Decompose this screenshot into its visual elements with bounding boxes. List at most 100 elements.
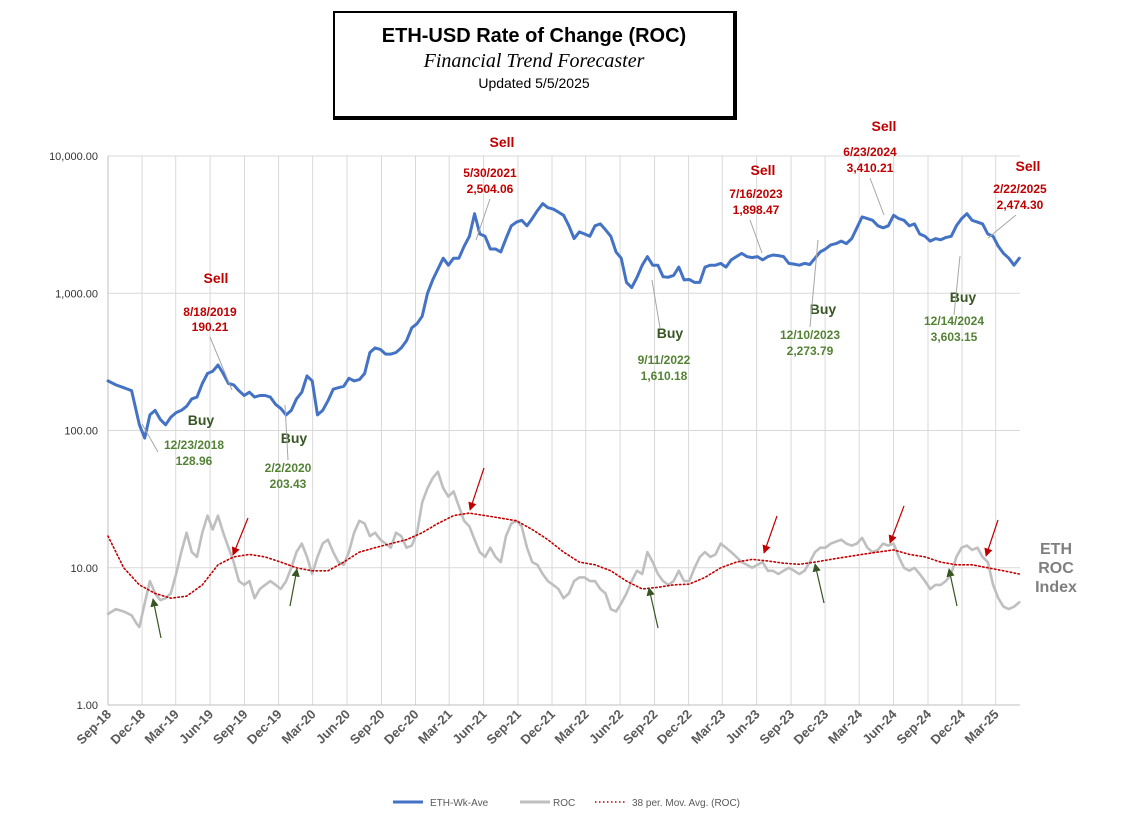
chart-subtitle: Financial Trend Forecaster: [423, 50, 645, 72]
legend-roc-label: ROC: [553, 798, 575, 809]
sell-date-label: 8/18/2019: [183, 305, 237, 319]
roc-index-label: ROC: [1038, 560, 1074, 577]
x-tick-label: Jun-21: [449, 707, 489, 747]
sell-heading: Sell: [204, 270, 229, 286]
sell-arrow: [468, 467, 485, 511]
buy-heading: Buy: [188, 412, 215, 428]
x-tick-label: Sep-24: [893, 706, 934, 747]
buy-price-label: 203.43: [270, 477, 307, 491]
sell-leader-line: [869, 177, 885, 216]
series-lines: [106, 202, 1021, 629]
y-tick-label: 100.00: [64, 426, 98, 438]
x-tick-label: Sep-18: [73, 707, 114, 748]
sell-price-label: 3,410.21: [847, 161, 894, 175]
roc-moving-average-line: [107, 512, 1021, 600]
sell-heading: Sell: [751, 162, 776, 178]
x-tick-label: Jun-19: [176, 707, 216, 747]
sell-date-label: 7/16/2023: [729, 187, 783, 201]
sell-leader-line: [209, 336, 233, 391]
legend-eth-wk-ave-label: ETH-Wk-Ave: [430, 798, 489, 809]
sell-price-label: 190.21: [192, 320, 229, 334]
legend-moving-average-label: 38 per. Mov. Avg. (ROC): [632, 798, 740, 809]
buy-arrow: [150, 598, 162, 639]
chart-updated-date: Updated 5/5/2025: [478, 75, 590, 91]
x-tick-label: Mar-21: [415, 707, 455, 747]
sell-date-label: 5/30/2021: [463, 166, 517, 180]
chart-title: ETH-USD Rate of Change (ROC): [381, 25, 687, 47]
x-tick-label: Sep-20: [347, 707, 388, 748]
x-tick-label: Mar-24: [825, 706, 866, 747]
sell-price-label: 2,504.06: [467, 182, 514, 196]
x-tick-label: Jun-22: [586, 707, 626, 747]
x-tick-label: Mar-19: [142, 707, 182, 747]
sell-leader-line: [475, 198, 491, 241]
buy-price-label: 2,273.79: [787, 344, 834, 358]
x-tick-label: Jun-23: [723, 707, 763, 747]
y-tick-label: 10.00: [70, 563, 98, 575]
sell-leader-line: [749, 219, 763, 254]
x-tick-label: Sep-23: [756, 707, 797, 748]
sell-price-label: 1,898.47: [733, 203, 780, 217]
x-tick-label: Dec-22: [654, 707, 695, 748]
roc-line: [106, 470, 1021, 629]
legend: ETH-Wk-Ave ROC 38 per. Mov. Avg. (ROC): [393, 798, 740, 809]
buy-date-label: 12/10/2023: [780, 328, 840, 342]
buy-date-label: 2/2/2020: [265, 461, 312, 475]
grid-lines: [107, 155, 1020, 706]
sell-arrow: [984, 519, 999, 557]
y-tick-label: 1.00: [77, 700, 98, 712]
y-tick-label: 10,000.00: [49, 151, 98, 163]
buy-date-label: 12/23/2018: [164, 438, 224, 452]
eth-price-line: [106, 202, 1021, 440]
x-tick-label: Jun-20: [313, 707, 353, 747]
buy-heading: Buy: [657, 325, 684, 341]
buy-leader-line: [953, 255, 961, 316]
sell-leader-line: [987, 214, 1017, 239]
buy-heading: Buy: [281, 430, 308, 446]
sell-date-label: 2/22/2025: [993, 182, 1047, 196]
buy-heading: Buy: [810, 301, 837, 317]
sell-arrow: [888, 505, 905, 544]
x-tick-label: Dec-23: [790, 707, 831, 748]
buy-arrow: [289, 568, 300, 607]
buy-leader-line: [284, 404, 289, 461]
buy-heading: Buy: [950, 289, 977, 305]
x-tick-label: Sep-22: [620, 707, 661, 748]
buy-leader-line: [141, 423, 159, 453]
buy-arrow: [812, 563, 825, 604]
x-tick-label: Mar-23: [688, 707, 728, 747]
roc-index-label: ETH: [1040, 541, 1072, 558]
buy-price-label: 128.96: [176, 454, 213, 468]
x-tick-label: Mar-25: [962, 707, 1002, 747]
x-tick-label: Sep-21: [483, 707, 524, 748]
x-tick-label: Dec-21: [517, 707, 558, 748]
buy-date-label: 9/11/2022: [638, 353, 691, 367]
x-tick-label: Jun-24: [859, 706, 900, 747]
x-tick-label: Sep-19: [210, 707, 251, 748]
sell-date-label: 6/23/2024: [843, 145, 897, 159]
title-box: ETH-USD Rate of Change (ROC) Financial T…: [333, 11, 737, 120]
sell-heading: Sell: [1016, 158, 1041, 174]
y-tick-label: 1,000.00: [55, 288, 98, 300]
x-tick-label: Mar-20: [278, 707, 318, 747]
x-tick-label: Dec-19: [244, 707, 285, 748]
roc-index-label: Index: [1035, 579, 1077, 596]
buy-leader-line: [651, 279, 661, 329]
sell-arrow: [762, 515, 778, 554]
buy-arrow: [646, 587, 659, 629]
buy-arrow: [946, 568, 958, 607]
x-tick-label: Dec-18: [107, 707, 148, 748]
x-tick-label: Dec-20: [381, 707, 422, 748]
x-tick-label: Mar-22: [552, 707, 592, 747]
sell-heading: Sell: [872, 118, 897, 134]
x-tick-label: Dec-24: [927, 706, 968, 747]
sell-price-label: 2,474.30: [997, 198, 1044, 212]
buy-price-label: 1,610.18: [641, 369, 688, 383]
buy-price-label: 3,603.15: [931, 330, 978, 344]
buy-leader-line: [809, 239, 819, 328]
sell-heading: Sell: [490, 134, 515, 150]
buy-date-label: 12/14/2024: [924, 314, 984, 328]
sell-arrow: [231, 517, 249, 556]
